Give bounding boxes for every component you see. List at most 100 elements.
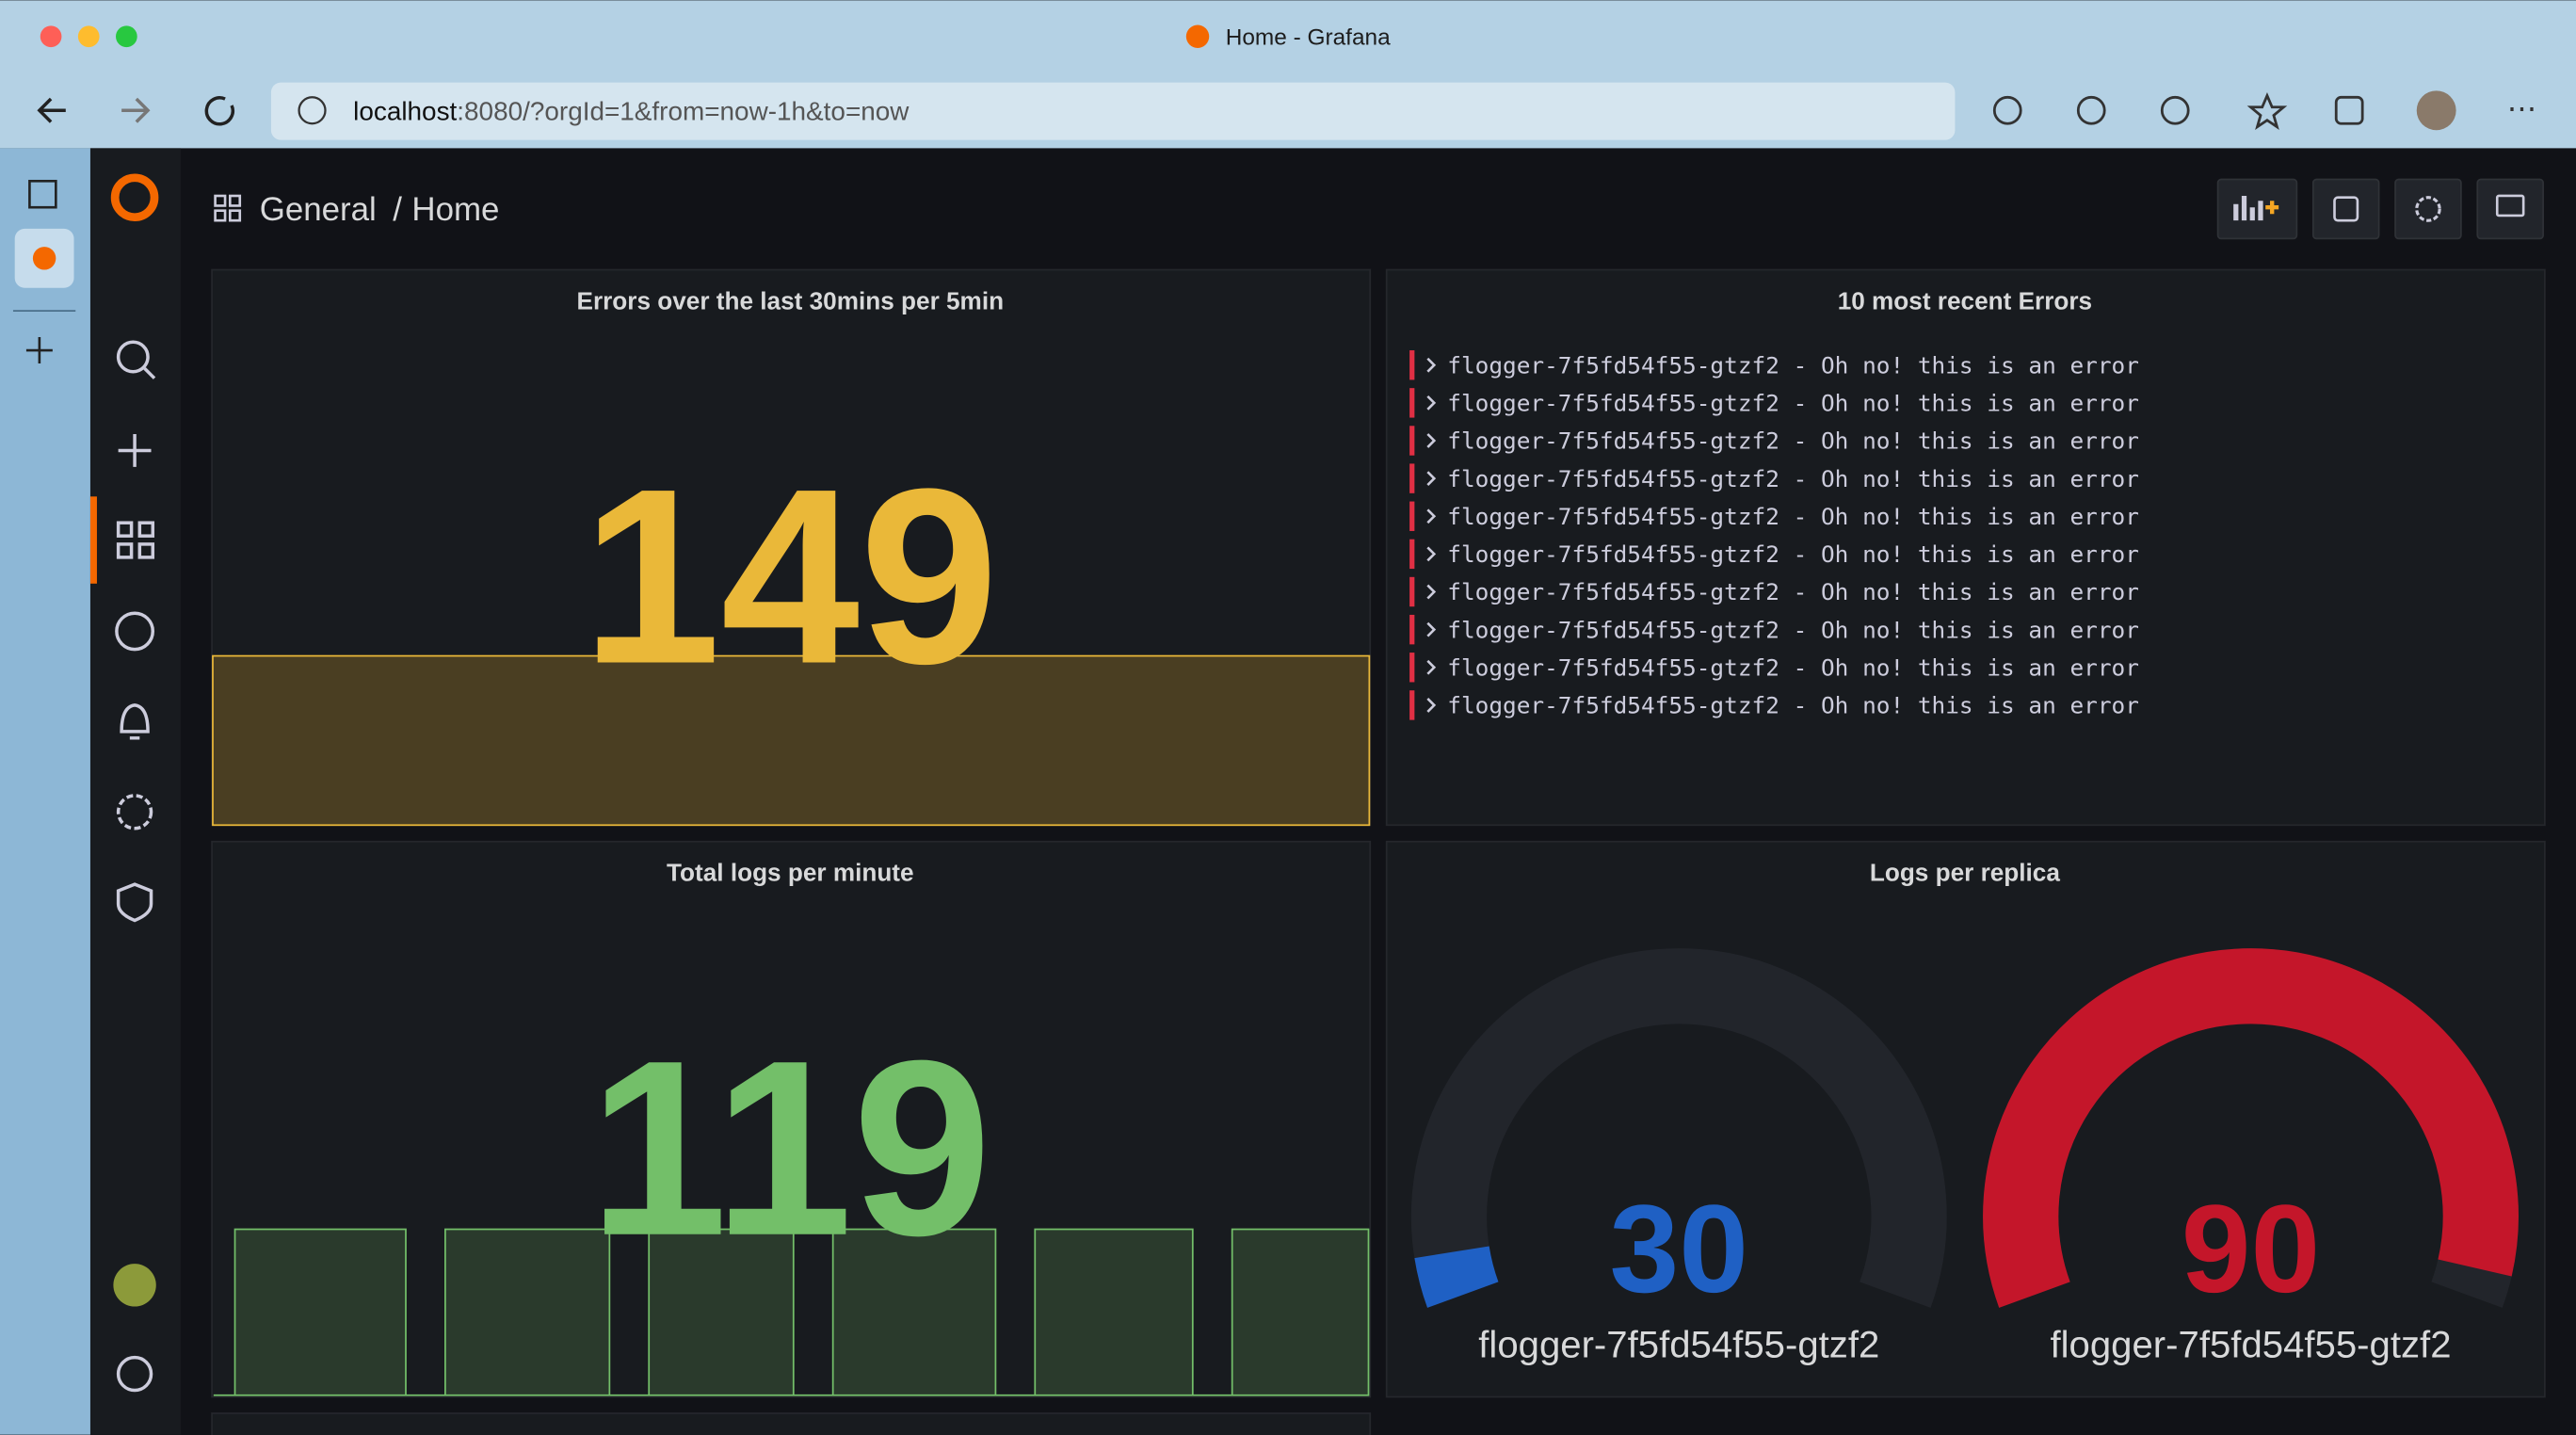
expand-chevron — [1426, 546, 1437, 562]
panel-5-partial — [211, 1412, 1372, 1435]
gauge-value: 30 — [1610, 1180, 1749, 1319]
menu-button[interactable]: ⋯ — [2507, 92, 2536, 125]
nav-icons — [115, 340, 156, 1393]
breadcrumb-separator: / — [393, 191, 402, 228]
active-nav-indicator — [89, 496, 97, 584]
dashboards-icon[interactable] — [116, 521, 134, 538]
expand-chevron — [1426, 471, 1437, 487]
dashboards-icon-part — [116, 542, 134, 559]
sparkline-area — [213, 1228, 1370, 1396]
log-level-bar — [1409, 426, 1415, 456]
favorites-button[interactable] — [2246, 92, 2288, 130]
reload-button[interactable] — [204, 96, 235, 126]
panel-title[interactable]: Logs per replica — [1870, 859, 2061, 887]
panel-4: Logs per replica 30 flogger-7f5fd54f55-gt… — [1385, 840, 2546, 1398]
window-title: Home - Grafana — [1226, 24, 1391, 50]
back-button[interactable] — [37, 97, 66, 123]
extensions-button[interactable] — [2160, 95, 2190, 125]
log-level-bar — [1409, 576, 1415, 607]
server-admin-icon[interactable] — [116, 882, 153, 923]
panel-1: Errors over the last 30mins per 5min 149 — [211, 268, 1372, 827]
log-line: flogger-7f5fd54f55-gtzf2 - Oh no! this i… — [1447, 540, 2139, 568]
panel-title[interactable]: Total logs per minute — [667, 859, 914, 887]
add-panel-button[interactable] — [2216, 178, 2298, 240]
log-level-bar — [1409, 690, 1415, 720]
header-actions — [2216, 178, 2544, 240]
breadcrumb-icon — [214, 194, 242, 222]
panel-title[interactable]: 10 most recent Errors — [1838, 286, 2092, 314]
explore-icon[interactable] — [115, 611, 155, 652]
expand-chevron — [1426, 584, 1437, 600]
zoom-button[interactable] — [116, 25, 137, 48]
search-icon[interactable] — [116, 340, 150, 374]
panel-title[interactable]: Errors over the last 30mins per 5min — [577, 286, 1005, 314]
tab-favicon — [32, 247, 56, 270]
profile-avatar[interactable] — [2416, 90, 2456, 131]
log-line: flogger-7f5fd54f55-gtzf2 - Oh no! this i… — [1447, 503, 2139, 530]
grafana-logo[interactable] — [110, 173, 159, 222]
address-bar[interactable] — [270, 82, 1956, 140]
tab-icon — [1185, 24, 1210, 48]
log-level-bar — [1409, 350, 1415, 380]
site-info-icon[interactable] — [298, 96, 327, 125]
log-level-bar — [1409, 653, 1415, 683]
panel-frame — [1385, 840, 2546, 1398]
breadcrumb-dashboard: Home — [411, 191, 499, 228]
panel-3: Total logs per minute 119 — [211, 840, 1372, 1398]
configuration-icon[interactable] — [116, 794, 153, 830]
expand-chevron — [1426, 698, 1437, 713]
dashboards-icon-part — [137, 542, 155, 559]
sparkline-area — [212, 654, 1371, 827]
breadcrumb: General / Home — [260, 191, 500, 228]
minimize-button[interactable] — [77, 25, 100, 48]
expand-chevron — [1426, 659, 1437, 675]
gauge-fill — [1414, 1245, 1499, 1308]
stat-value: 119 — [588, 1009, 991, 1288]
extension-icon[interactable] — [2076, 95, 2106, 125]
tv-mode-button[interactable] — [2476, 178, 2544, 240]
url: localhost:8080/?orgId=1&from=now-1h&to=n… — [353, 97, 910, 126]
log-line: flogger-7f5fd54f55-gtzf2 - Oh no! this i… — [1447, 351, 2139, 379]
expand-chevron — [1426, 621, 1437, 637]
panel-frame — [1385, 268, 2546, 827]
log-line: flogger-7f5fd54f55-gtzf2 - Oh no! this i… — [1447, 390, 2139, 417]
log-line: flogger-7f5fd54f55-gtzf2 - Oh no! this i… — [1447, 465, 2139, 492]
log-level-bar — [1409, 539, 1415, 570]
log-line: flogger-7f5fd54f55-gtzf2 - Oh no! this i… — [1447, 692, 2139, 719]
settings-button[interactable] — [2394, 178, 2462, 240]
tab-actions[interactable] — [28, 179, 57, 209]
log-level-bar — [1409, 501, 1415, 531]
url-rest: :8080/?orgId=1&from=now-1h&to=now — [457, 97, 910, 126]
save-button[interactable] — [2311, 178, 2380, 240]
gauge-value: 90 — [2182, 1180, 2321, 1319]
dashboards-icon-part — [137, 521, 155, 538]
breadcrumb-folder[interactable]: General — [260, 191, 377, 228]
edge-sidebar — [0, 148, 90, 1435]
expand-chevron — [1426, 433, 1437, 448]
panel-2: 10 most recent Errors flogger-7f5fd54f55… — [1385, 268, 2546, 827]
log-level-bar — [1409, 463, 1415, 493]
user-avatar[interactable] — [113, 1264, 156, 1307]
stat-value: 149 — [582, 438, 999, 717]
gauge-label: flogger-7f5fd54f55-gtzf2 — [2050, 1324, 2451, 1366]
gauge-fill — [1983, 948, 2519, 1308]
gauge-track — [1410, 948, 1947, 1308]
forward-button[interactable] — [121, 97, 151, 123]
new-tab-button[interactable] — [25, 337, 53, 363]
grafana-sidebar — [89, 148, 181, 1435]
close-button[interactable] — [40, 25, 62, 48]
help-icon[interactable] — [116, 1355, 153, 1393]
extension-icon[interactable] — [1992, 95, 2022, 125]
collections-button[interactable] — [2334, 95, 2364, 125]
search-icon-handle — [143, 366, 156, 379]
log-line: flogger-7f5fd54f55-gtzf2 - Oh no! this i… — [1447, 616, 2139, 643]
log-line: flogger-7f5fd54f55-gtzf2 - Oh no! this i… — [1447, 427, 2139, 455]
toolbar-icons — [1992, 92, 2364, 130]
log-line: flogger-7f5fd54f55-gtzf2 - Oh no! this i… — [1447, 578, 2139, 605]
expand-chevron — [1426, 357, 1437, 373]
alerting-icon[interactable] — [120, 703, 150, 740]
create-icon[interactable] — [118, 434, 152, 467]
gauge-label: flogger-7f5fd54f55-gtzf2 — [1478, 1324, 1879, 1366]
url-host: localhost — [353, 97, 457, 126]
